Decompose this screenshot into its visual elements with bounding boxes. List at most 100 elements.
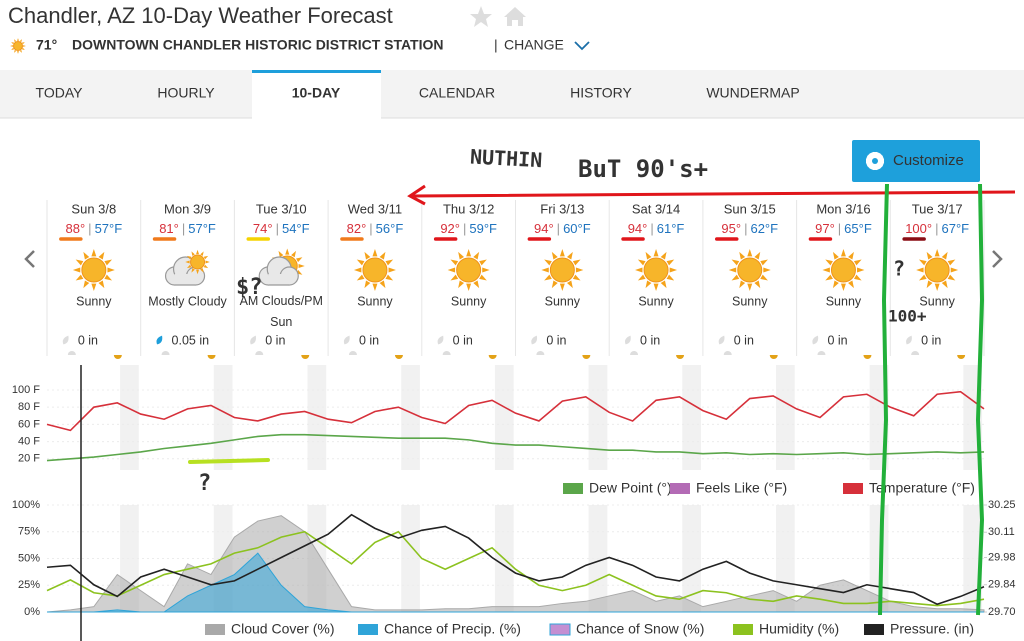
gear-hole [872,158,878,164]
precip-drop [718,335,725,345]
sun-ray [186,255,192,260]
sun-ray [385,274,394,281]
prev-arrow[interactable] [24,250,35,268]
legend-swatch[interactable] [864,624,884,635]
legend-swatch[interactable] [733,624,753,635]
temp-separator: | [88,221,91,236]
sun-ray [637,259,646,266]
sun-ray [916,267,924,273]
moon-marker [442,351,451,355]
sun-ray [450,274,459,281]
sun-ray [11,42,15,45]
legend-label[interactable]: Cloud Cover (%) [231,621,334,637]
legend-swatch[interactable] [549,623,571,636]
sun-disc [737,257,763,283]
sun-marker [394,355,403,359]
sun-ray [98,280,105,289]
favorite-star[interactable] [470,6,492,27]
sun-ray [926,280,933,289]
temp-separator: | [557,221,560,236]
sun-ray [645,251,652,260]
condition: Sunny [919,294,955,308]
legend-label[interactable]: Pressure. (in) [890,621,974,637]
sun-ray [379,251,386,260]
cloud-base [174,274,196,285]
station-name[interactable]: DOWNTOWN CHANDLER HISTORIC DISTRICT STAT… [72,37,444,53]
sun-marker [769,355,778,359]
sun-ray [372,283,378,291]
legend-label[interactable]: Chance of Snow (%) [576,621,704,637]
y-tick-label: 100 F [12,384,40,396]
sun-ray [840,283,846,291]
sun-ray [14,49,17,53]
precip-drop [624,335,631,345]
sun-ray [91,249,97,257]
legend-label[interactable]: Humidity (%) [759,621,839,637]
legend-swatch[interactable] [563,483,583,494]
condition-line: AM Clouds/PM [240,294,323,308]
sun-ray [14,39,17,43]
chevron [574,41,590,51]
precip-drop [156,335,163,345]
day-label: Tue 3/17 [912,201,963,216]
legend-swatch[interactable] [205,624,225,635]
temp-separator: | [650,221,653,236]
sun-ray [107,267,115,273]
legend-label[interactable]: Chance of Precip. (%) [384,621,521,637]
sun-ray [666,259,675,266]
temps: 100° | 67°F [905,221,969,236]
legend-swatch[interactable] [670,483,690,494]
sun-marker [488,355,497,359]
legend-label[interactable]: Temperature (°F) [869,480,975,496]
home-icon[interactable] [504,7,526,26]
legend-label[interactable]: Feels Like (°F) [696,480,787,496]
sun-ray [822,267,830,273]
day-label: Tue 3/10 [256,201,307,216]
tab-label[interactable]: HOURLY [157,85,215,101]
sun-ray [364,251,371,260]
separator: | [494,37,498,53]
tab-label[interactable]: WUNDERMAP [706,85,799,101]
sun-marker [957,355,966,359]
sun-ray [747,249,753,257]
sun-icon [728,249,771,291]
sun-ray [98,251,105,260]
sun-ray [10,45,13,47]
annotation: BuT 90's+ [578,155,708,183]
legend-swatch[interactable] [843,483,863,494]
next-arrow[interactable] [992,250,1003,268]
sun-marker [863,355,872,359]
annotation-stroke [975,183,985,616]
temp-separator: | [276,221,279,236]
precip-amount: 0 in [827,333,847,347]
sun-disc [924,257,950,283]
tab-label[interactable]: 10-DAY [292,85,341,101]
day-label: Fri 3/13 [540,201,584,216]
tab-label[interactable]: CALENDAR [419,85,495,101]
y2-tick-label: 29.98 [988,551,1016,563]
tab-label[interactable]: HISTORY [570,85,632,101]
sun-ray [739,251,746,260]
change-link[interactable]: CHANGE [504,37,564,53]
annotation-stroke [878,183,889,616]
sun-ray [541,267,549,273]
tab-label[interactable]: TODAY [36,85,84,101]
sun-ray [544,259,552,266]
legend-swatch[interactable] [358,624,378,635]
customize-button[interactable] [852,140,980,182]
legend-label[interactable]: Dew Point (°) [589,480,672,496]
sun-ray [458,280,465,289]
sun-ray [572,259,581,266]
tab-bar [0,70,1024,118]
sun-ray [666,274,675,281]
sun-ray [19,49,22,53]
high-temp: 100° [905,221,932,236]
low-temp: 62°F [750,221,778,236]
night-band [213,365,233,470]
y-tick-label: 80 F [18,401,40,413]
precip-amount: 0 in [546,333,566,347]
sun-ray [72,267,81,273]
sun-ray [353,267,362,273]
precip-drop [906,335,912,345]
y-tick-label: 100% [12,499,40,511]
